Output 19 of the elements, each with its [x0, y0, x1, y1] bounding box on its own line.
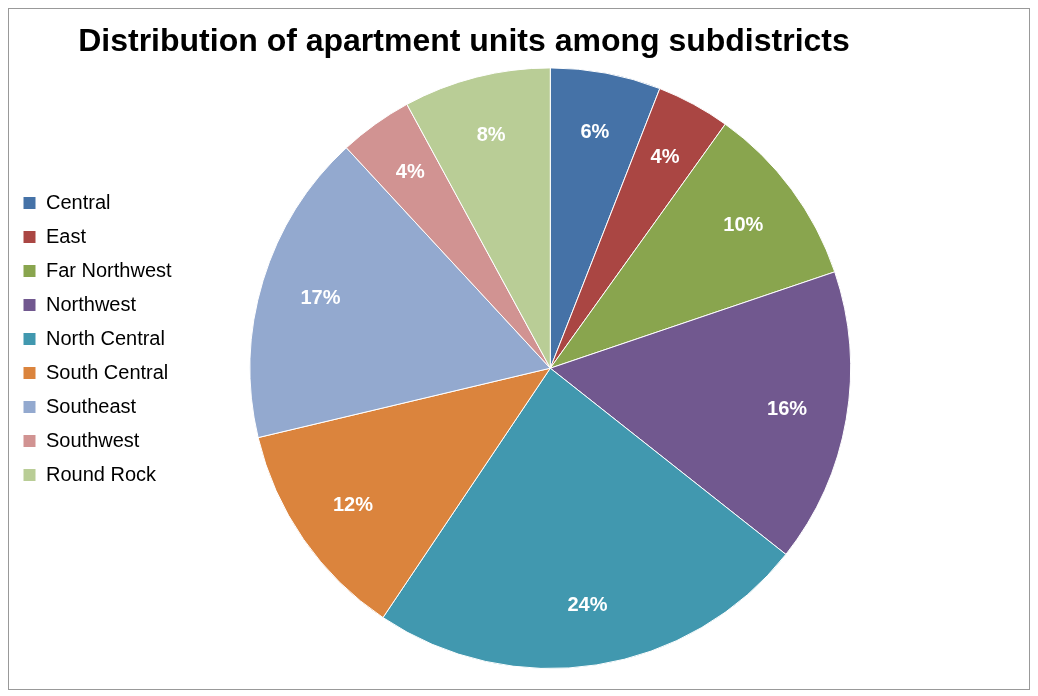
data-label: 17% — [300, 285, 341, 308]
legend-label: South Central — [46, 360, 169, 383]
legend-label: North Central — [46, 326, 165, 349]
legend-label: Northwest — [46, 292, 137, 315]
data-label: 8% — [476, 122, 506, 145]
data-label: 4% — [650, 144, 680, 167]
data-label: 12% — [332, 492, 374, 515]
legend-label: Southeast — [46, 394, 137, 417]
data-label: 16% — [767, 396, 808, 419]
data-label: 24% — [567, 593, 608, 616]
legend-label: East — [46, 224, 87, 247]
chart-title: Distribution of apartment units among subdistricts — [78, 22, 850, 59]
data-label: 6% — [580, 119, 610, 142]
data-label: 10% — [723, 212, 764, 235]
legend-label: Far Northwest — [46, 258, 173, 281]
data-label: 4% — [395, 160, 425, 183]
legend-label: Southwest — [46, 428, 140, 451]
legend-label: Central — [46, 190, 111, 213]
legend-label: Round Rock — [46, 462, 158, 485]
